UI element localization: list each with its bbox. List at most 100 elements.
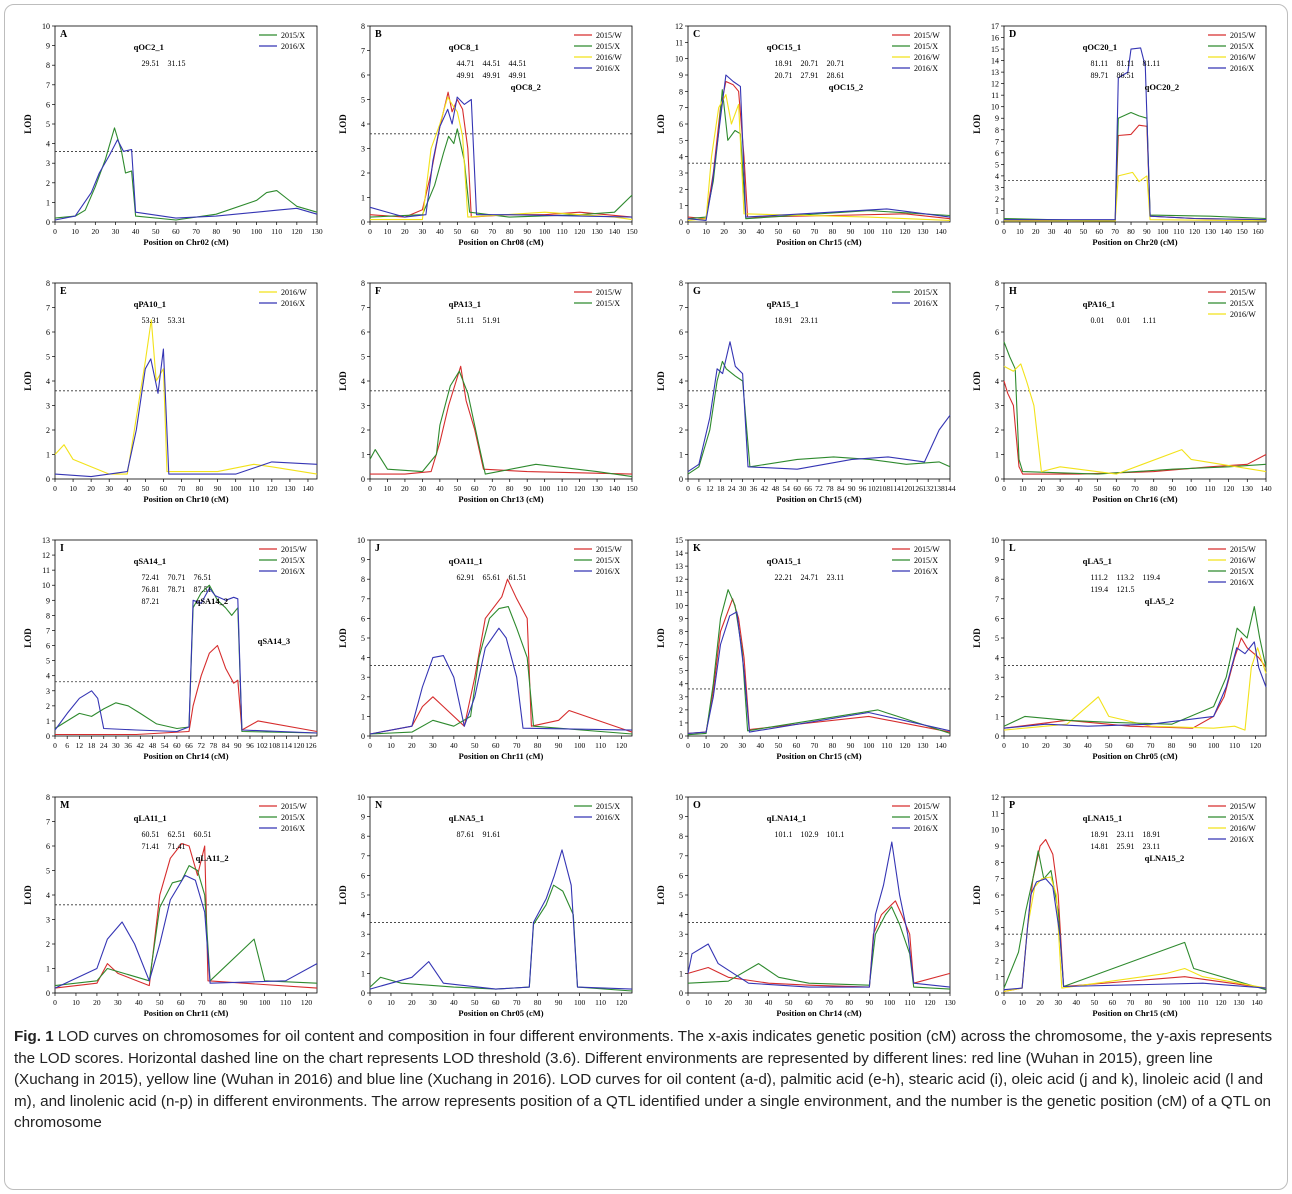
peak-position-label: 60.51 bbox=[193, 830, 211, 839]
peak-position-label: 89.71 bbox=[1090, 71, 1108, 80]
y-tick-label: 6 bbox=[361, 328, 365, 337]
y-tick-label: 6 bbox=[46, 328, 50, 337]
x-tick-label: 66 bbox=[185, 741, 193, 750]
y-tick-label: 10 bbox=[991, 826, 999, 835]
x-tick-label: 50 bbox=[1094, 484, 1102, 493]
series-line-2015-W bbox=[687, 900, 951, 988]
x-tick-label: 108 bbox=[879, 484, 891, 493]
x-tick-label: 80 bbox=[1127, 227, 1135, 236]
y-axis-title: LOD bbox=[972, 114, 982, 134]
x-tick-label: 120 bbox=[899, 741, 911, 750]
caption-text: LOD curves on chromosomes for oil conten… bbox=[14, 1028, 1273, 1131]
x-tick-label: 0 bbox=[1002, 741, 1006, 750]
x-tick-label: 130 bbox=[591, 484, 603, 493]
x-tick-label: 10 bbox=[1019, 484, 1027, 493]
x-tick-label: 50 bbox=[1105, 741, 1113, 750]
legend-entry: 2016/X bbox=[596, 64, 620, 73]
series-line-2016-W bbox=[1003, 363, 1267, 475]
x-tick-label: 20 bbox=[1032, 227, 1040, 236]
x-tick-label: 78 bbox=[826, 484, 834, 493]
x-tick-label: 30 bbox=[739, 484, 747, 493]
y-tick-label: 2 bbox=[679, 706, 683, 715]
x-tick-label: 102 bbox=[868, 484, 880, 493]
x-tick-label: 90 bbox=[555, 741, 563, 750]
y-tick-label: 8 bbox=[361, 279, 365, 288]
x-tick-label: 130 bbox=[591, 227, 603, 236]
x-tick-label: 30 bbox=[429, 741, 437, 750]
series-line-2016-W bbox=[1003, 647, 1267, 731]
x-tick-label: 40 bbox=[450, 998, 458, 1007]
series-line-2015-W bbox=[55, 644, 318, 736]
legend-entry: 2015/W bbox=[1230, 288, 1256, 297]
x-tick-label: 50 bbox=[1091, 998, 1099, 1007]
x-tick-label: 30 bbox=[745, 998, 753, 1007]
y-tick-label: 3 bbox=[995, 673, 999, 682]
y-tick-label: 1 bbox=[46, 451, 50, 460]
y-tick-label: 10 bbox=[357, 793, 365, 802]
x-tick-label: 42 bbox=[761, 484, 769, 493]
y-axis-title: LOD bbox=[23, 628, 33, 648]
x-tick-label: 84 bbox=[837, 484, 845, 493]
y-tick-label: 5 bbox=[679, 136, 683, 145]
y-tick-label: 12 bbox=[42, 551, 50, 560]
peak-position-label: 22.21 bbox=[774, 573, 792, 582]
x-tick-label: 80 bbox=[1150, 484, 1158, 493]
y-axis-title: LOD bbox=[23, 885, 33, 905]
x-tick-label: 30 bbox=[112, 741, 120, 750]
qtl-label: qOC20_2 bbox=[1145, 82, 1179, 92]
legend-entry: 2015/W bbox=[596, 545, 622, 554]
y-tick-label: 17 bbox=[991, 22, 999, 31]
y-tick-label: 5 bbox=[361, 96, 365, 105]
y-tick-label: 7 bbox=[46, 818, 50, 827]
x-tick-label: 70 bbox=[811, 227, 819, 236]
peak-position-label: 27.91 bbox=[800, 71, 818, 80]
x-tick-label: 20 bbox=[408, 998, 416, 1007]
legend-entry: 2016/X bbox=[1230, 578, 1254, 587]
y-tick-label: 0 bbox=[46, 732, 50, 741]
qtl-label: qLNA5_1 bbox=[449, 813, 484, 823]
panel-letter: A bbox=[60, 29, 68, 40]
y-tick-label: 3 bbox=[679, 930, 683, 939]
x-tick-label: 110 bbox=[248, 484, 259, 493]
y-tick-label: 3 bbox=[361, 145, 365, 154]
qtl-label: qSA14_3 bbox=[258, 636, 291, 646]
plot-area bbox=[54, 539, 318, 737]
series-line-2015-W bbox=[369, 91, 633, 218]
x-tick-label: 36 bbox=[124, 741, 132, 750]
x-tick-label: 150 bbox=[1237, 227, 1249, 236]
x-tick-label: 10 bbox=[387, 741, 395, 750]
x-tick-label: 0 bbox=[686, 484, 690, 493]
y-tick-label: 11 bbox=[42, 566, 50, 575]
x-tick-label: 10 bbox=[384, 484, 392, 493]
x-tick-label: 120 bbox=[574, 484, 586, 493]
qtl-label: qOC8_2 bbox=[511, 82, 541, 92]
panel-letter: D bbox=[1009, 29, 1016, 40]
peak-position-label: 62.51 bbox=[167, 830, 185, 839]
legend-entry: 2016/X bbox=[1230, 64, 1254, 73]
x-tick-label: 30 bbox=[429, 998, 437, 1007]
x-tick-label: 90 bbox=[1163, 998, 1171, 1007]
x-tick-label: 40 bbox=[757, 741, 765, 750]
peak-position-label: 44.51 bbox=[482, 59, 500, 68]
y-tick-label: 8 bbox=[46, 611, 50, 620]
x-tick-label: 40 bbox=[135, 998, 143, 1007]
y-tick-label: 5 bbox=[995, 353, 999, 362]
x-tick-label: 110 bbox=[595, 741, 606, 750]
y-tick-label: 1 bbox=[361, 451, 365, 460]
y-axis-title: LOD bbox=[656, 628, 666, 648]
y-tick-label: 6 bbox=[46, 842, 50, 851]
x-tick-label: 120 bbox=[616, 998, 628, 1007]
series-line-2016-X bbox=[1003, 641, 1267, 729]
x-tick-label: 60 bbox=[492, 998, 500, 1007]
x-tick-label: 0 bbox=[53, 741, 57, 750]
peak-position-label: 44.71 bbox=[456, 59, 474, 68]
plot-area bbox=[1003, 796, 1267, 994]
y-tick-label: 8 bbox=[995, 279, 999, 288]
x-tick-label: 24 bbox=[728, 484, 736, 493]
series-line-2016-W bbox=[687, 94, 951, 221]
x-tick-label: 20 bbox=[87, 484, 95, 493]
peak-position-label: 18.91 bbox=[1090, 830, 1108, 839]
x-tick-label: 138 bbox=[933, 484, 945, 493]
